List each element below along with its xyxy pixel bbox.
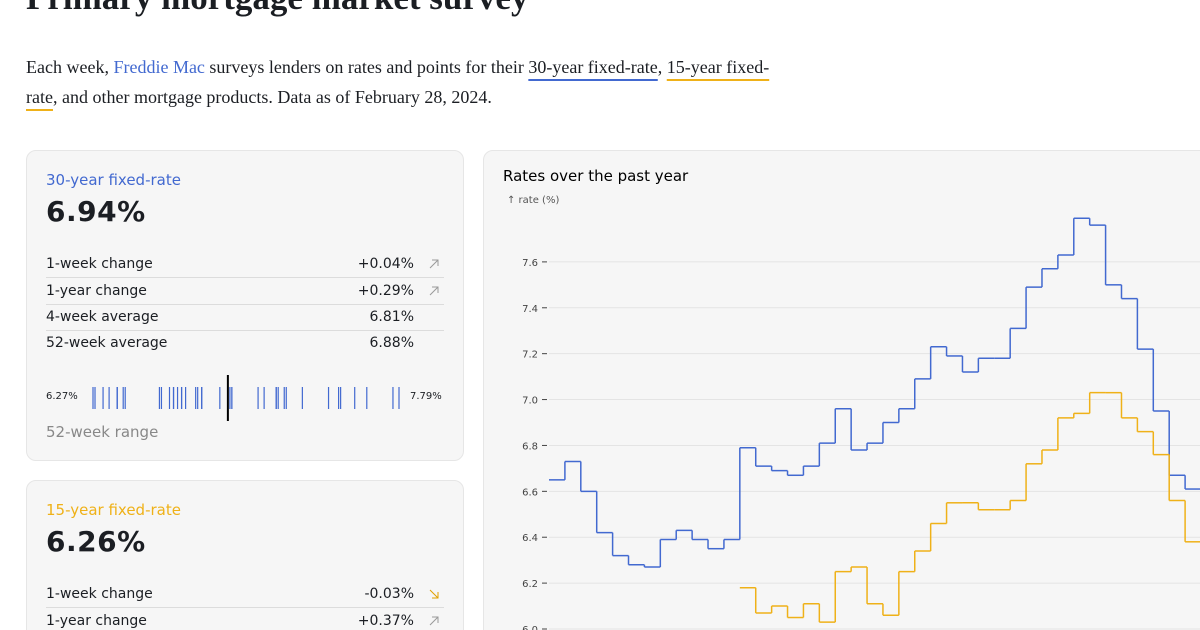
y-tick-label: 6.2 [522,579,538,590]
stat-value: +0.04% [357,256,414,272]
link[interactable]: 15-year fixed-rate [26,57,770,107]
y-tick-label: 7.6 [522,258,538,269]
y-tick-label: 6.6 [522,487,538,498]
intro: Each week, Freddie Mac surveys lenders o… [26,52,771,112]
intro-text: surveys lenders on rates and points for … [204,57,529,77]
chart-card: Rates over the past year ↑ rate (%) 6.0 6… [483,150,1200,630]
y-tick-label: 6.0 [522,625,538,630]
stat-label: 1-week change [46,256,153,272]
y-tick-label: 7.4 [522,304,538,315]
y-tick-label: 7.0 [522,396,538,407]
stat-label: 1-year change [46,613,147,629]
card-title: 15-year fixed-rate [46,501,181,519]
down-arrow [429,589,439,599]
up-arrow [429,259,439,269]
stat-row: 1-year change +0.29% [46,278,444,305]
stat-value: 6.81% [369,309,414,325]
chart-title: Rates over the past year [503,167,689,185]
range-label: 52-week range [46,423,159,441]
y-tick-label: 7.2 [522,350,538,361]
intro-text: , [657,57,667,77]
y-axis-label: ↑ rate (%) [507,195,559,206]
stat-row: 1-week change +0.04% [46,251,444,278]
stat-label: 52-week average [46,335,168,351]
range-min: 6.27% [46,391,78,402]
up-arrow [429,616,439,626]
link[interactable]: Freddie Mac [113,57,205,77]
stat-row: 52-week average 6.88% [46,330,444,356]
intro-text: Each week, [26,57,114,77]
link[interactable]: 30-year fixed-rate [528,57,658,77]
up-arrow [429,286,439,296]
card-title: 30-year fixed-rate [46,171,181,189]
card-value: 6.26% [46,525,146,558]
stat-label: 1-year change [46,283,147,299]
stat-row: 4-week average 6.81% [46,304,444,331]
rate-card: 15-year fixed-rate 6.26% 1-week change -0… [26,480,464,630]
stat-value: +0.37% [357,613,414,629]
stat-value: 6.88% [369,335,414,351]
stat-value: -0.03% [364,586,414,602]
rate-card: 30-year fixed-rate 6.94% 1-week change +0… [26,150,464,461]
stat-row: 1-week change -0.03% [46,581,444,608]
card-value: 6.94% [46,195,146,228]
range-max: 7.79% [410,391,442,402]
range-strip [92,375,400,421]
stat-row: 1-year change +0.37% [46,608,444,630]
stat-label: 1-week change [46,586,153,602]
intro-text: , and other mortgage products. Data as o… [52,87,492,107]
stat-label: 4-week average [46,309,159,325]
y-tick-label: 6.8 [522,441,538,452]
stat-value: +0.29% [357,283,414,299]
chart: Rates over the past year ↑ rate (%) 6.0 6… [503,167,1200,630]
page-title: Primary mortgage market survey [26,0,528,18]
y-tick-label: 6.4 [522,533,538,544]
